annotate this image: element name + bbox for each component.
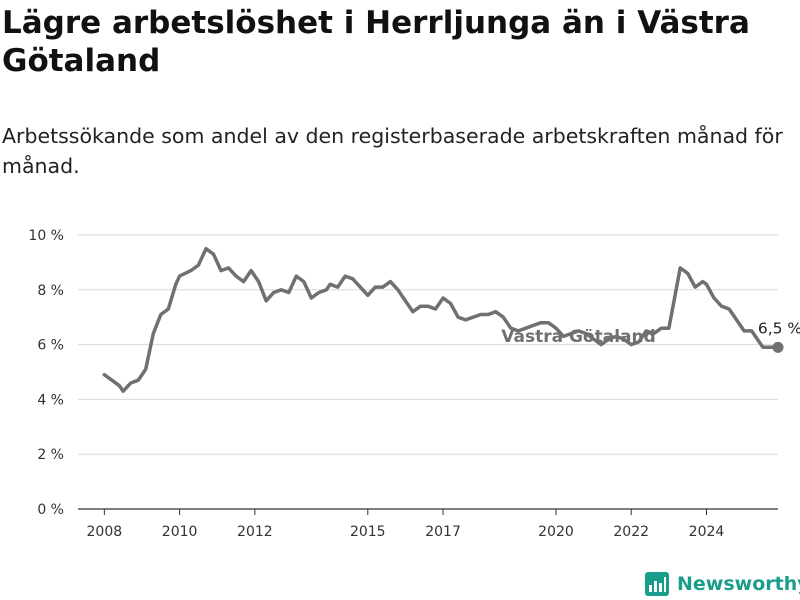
y-tick-label: 4 % (37, 392, 64, 408)
series-end-point-v-stra-g-taland (772, 341, 784, 353)
y-tick-label: 2 % (37, 447, 64, 463)
brand-name: Newsworthy (677, 573, 800, 595)
y-tick-label: 8 % (37, 283, 64, 299)
x-tick-label: 2015 (350, 524, 386, 540)
x-tick-label: 2017 (425, 524, 461, 540)
y-tick-label: 10 % (28, 228, 64, 244)
y-tick-label: 0 % (37, 502, 64, 518)
newsworthy-logo-icon (645, 572, 669, 596)
x-tick-label: 2024 (689, 524, 725, 540)
y-tick-label: 6 % (37, 338, 64, 354)
chart-title: Lägre arbetslöshet i Herrljunga än i Väs… (2, 5, 750, 79)
x-tick-label: 2020 (538, 524, 574, 540)
x-tick-label: 2010 (162, 524, 198, 540)
series-end-value-v-stra-g-taland: 6,5 % (758, 319, 800, 337)
x-tick-label: 2008 (87, 524, 123, 540)
x-tick-label: 2012 (237, 524, 273, 540)
x-tick-label: 2022 (613, 524, 649, 540)
series-label-v-stra-g-taland: Västra Götaland (501, 327, 656, 347)
series-line-v-stra-g-taland (102, 246, 780, 393)
brand: Newsworthy (645, 568, 800, 600)
chart-subtitle: Arbetssökande som andel av den registerb… (2, 124, 783, 178)
